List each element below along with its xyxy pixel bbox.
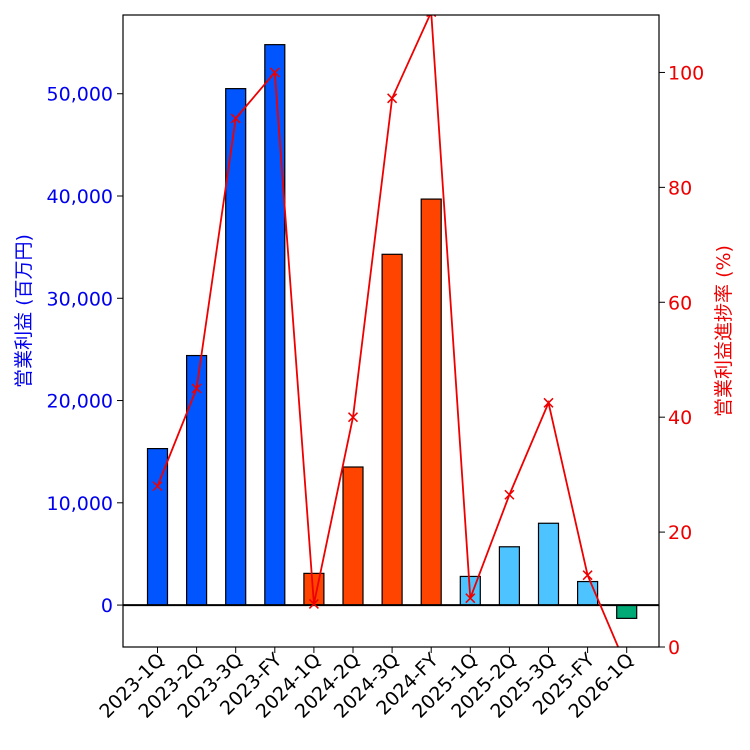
rate-marker-2025-3Q [543, 397, 554, 408]
bar-2024-3Q [381, 253, 403, 606]
left-tick-label: 0 [101, 595, 113, 617]
right-tick-label: 40 [668, 407, 692, 429]
bar-2023-2Q [186, 354, 208, 606]
rate-marker-2025-FY [582, 570, 593, 581]
bar-2025-2Q [498, 546, 520, 606]
left-tick-label: 30,000 [47, 288, 113, 310]
y-axis-label-left: 営業利益 (百万円) [13, 234, 35, 388]
left-tick-label: 10,000 [47, 493, 113, 515]
bar-2023-1Q [146, 448, 169, 606]
right-tick-label: 0 [668, 637, 680, 659]
right-axis-ticks: 0 20 40 60 80 100 [659, 62, 704, 659]
right-tick-label: 100 [668, 62, 704, 84]
bar-2024-2Q [342, 466, 364, 606]
rate-marker-2024-3Q [387, 93, 398, 104]
bar-series [146, 44, 638, 619]
bar-2024-FY [420, 198, 442, 606]
left-tick-label: 20,000 [47, 391, 113, 413]
rate-marker-2023-3Q [230, 113, 241, 124]
x-axis-ticks: 2023-1Q2023-2Q2023-3Q2023-FY2024-1Q2024-… [95, 647, 638, 723]
rate-marker-2023-2Q [191, 383, 202, 394]
rate-marker-2023-FY [269, 67, 280, 78]
rate-markers [152, 15, 593, 609]
left-tick-label: 40,000 [47, 186, 113, 208]
right-tick-label: 20 [668, 522, 692, 544]
rate-marker-2023-1Q [152, 481, 163, 492]
y-axis-label-right: 営業利益進捗率 (%) [713, 245, 735, 417]
bar-2026-1Q [616, 604, 638, 619]
left-tick-label: 50,000 [47, 84, 113, 106]
rate-marker-2024-1Q [308, 598, 319, 609]
right-tick-label: 80 [668, 177, 692, 199]
rate-marker-2025-1Q [465, 593, 476, 604]
right-tick-label: 60 [668, 292, 692, 314]
bar-2025-3Q [537, 522, 560, 606]
rate-marker-2024-2Q [347, 412, 359, 423]
bar-2023-FY [264, 44, 286, 606]
plot-frame [122, 14, 660, 648]
rate-marker-2025-2Q [504, 489, 515, 500]
left-axis-ticks: 0 10,000 20,000 30,000 40,000 50,000 [47, 84, 123, 617]
